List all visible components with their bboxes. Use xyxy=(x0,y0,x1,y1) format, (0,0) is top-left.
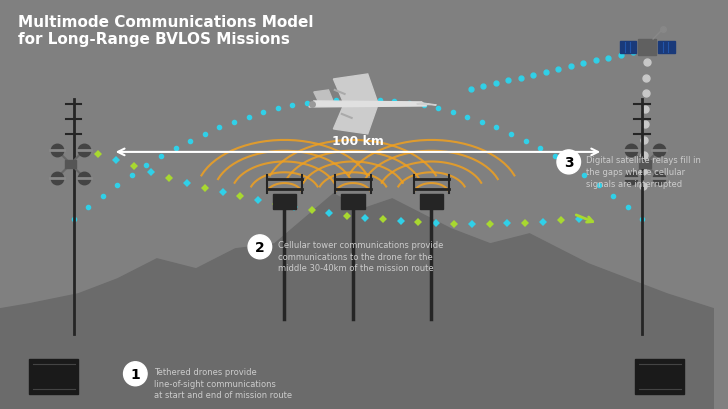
Polygon shape xyxy=(333,75,378,103)
Polygon shape xyxy=(416,103,436,106)
Polygon shape xyxy=(636,360,684,394)
Polygon shape xyxy=(620,42,636,54)
Polygon shape xyxy=(658,42,675,54)
Text: Digital satellite relays fill in
the gaps where cellular
signals are interrupted: Digital satellite relays fill in the gap… xyxy=(586,155,701,188)
Text: for Long-Range BVLOS Missions: for Long-Range BVLOS Missions xyxy=(17,32,290,47)
Polygon shape xyxy=(638,40,656,56)
Circle shape xyxy=(557,151,580,175)
Text: 1: 1 xyxy=(130,367,141,381)
Text: Tethered drones provide
line-of-sight communications
at start and end of mission: Tethered drones provide line-of-sight co… xyxy=(154,367,292,400)
Polygon shape xyxy=(309,102,427,108)
Circle shape xyxy=(124,362,147,386)
Text: 2: 2 xyxy=(255,240,265,254)
Text: Multimode Communications Model: Multimode Communications Model xyxy=(17,15,313,30)
Polygon shape xyxy=(639,160,651,169)
Polygon shape xyxy=(314,91,333,103)
Polygon shape xyxy=(0,309,714,409)
Polygon shape xyxy=(29,360,79,394)
Polygon shape xyxy=(420,194,443,209)
Polygon shape xyxy=(272,194,296,209)
Text: 100 km: 100 km xyxy=(332,135,384,148)
Polygon shape xyxy=(0,194,714,409)
Circle shape xyxy=(248,235,272,259)
Text: Cellular tower communications provide
communications to the drone for the
middle: Cellular tower communications provide co… xyxy=(277,240,443,273)
Polygon shape xyxy=(65,160,76,169)
Text: 3: 3 xyxy=(564,155,574,169)
Polygon shape xyxy=(341,194,365,209)
Polygon shape xyxy=(333,107,378,135)
